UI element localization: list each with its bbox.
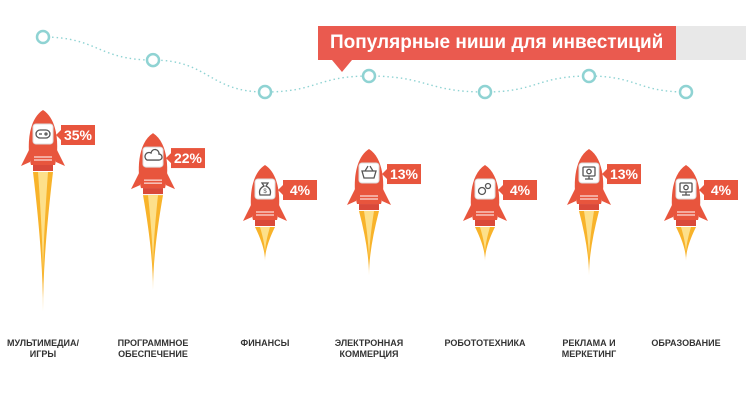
curve-marker	[361, 68, 377, 84]
rocket-fin-right	[498, 203, 507, 221]
percent-badge-pointer	[166, 153, 171, 164]
rocket-1: 35%	[21, 110, 95, 311]
rocket-fin-left	[567, 187, 576, 206]
rocket-6: 13%	[567, 149, 641, 276]
gears-icon	[477, 182, 492, 196]
category-label: ЭЛЕКТРОННАЯ КОММЕРЦИЯ	[335, 338, 403, 359]
rocket-fin-left	[347, 187, 356, 206]
rocket-stripes	[256, 211, 274, 216]
rocket-stripes	[360, 195, 378, 200]
category-label: ПРОГРАММНОЕ ОБЕСПЕЧЕНИЕ	[118, 338, 189, 359]
rocket-stripes	[34, 156, 52, 161]
curve-marker	[35, 29, 51, 45]
trend-curve	[42, 36, 687, 93]
percent-badge	[61, 125, 95, 145]
percent-badge	[387, 164, 421, 185]
curve-marker	[581, 68, 597, 84]
svg-text:$: $	[263, 189, 267, 195]
percent-label: 4%	[711, 182, 732, 198]
rocket-window	[675, 178, 697, 200]
percent-badge-pointer	[56, 130, 61, 140]
rocket-fin-right	[382, 187, 391, 206]
cloud-icon	[144, 148, 163, 161]
rocket-fin-right	[699, 203, 708, 221]
rocket-window: $	[254, 178, 276, 200]
curve-marker	[145, 52, 161, 68]
rocket-nozzle	[475, 220, 495, 226]
rocket-2: 22%	[131, 133, 205, 290]
rocket-stripes	[144, 179, 162, 184]
percent-badge	[283, 180, 317, 200]
category-label: РОБОТОТЕХНИКА	[444, 338, 526, 348]
title-accent-block	[676, 26, 746, 60]
rocket-nozzle	[676, 220, 696, 226]
percent-badge-pointer	[602, 169, 607, 180]
percent-badge	[503, 180, 537, 200]
curve-marker	[678, 84, 694, 100]
rocket-stripes	[476, 211, 494, 216]
rocket-flame-core	[364, 211, 374, 263]
rocket-window	[358, 162, 380, 184]
percent-label: 4%	[510, 182, 531, 198]
rocket-nozzle	[33, 165, 53, 171]
percent-badge-pointer	[382, 169, 387, 180]
rocket-fin-left	[463, 203, 472, 221]
percent-badge-pointer	[278, 185, 283, 195]
category-label: МУЛЬТИМЕДИА/ИГРЫ	[7, 338, 79, 359]
category-label: ОБРАЗОВАНИЕ	[651, 338, 720, 348]
percent-label: 22%	[174, 150, 203, 166]
rocket-fin-right	[56, 148, 65, 166]
percent-label: 13%	[610, 166, 639, 182]
rocket-fin-right	[602, 187, 611, 206]
rocket-fin-left	[664, 203, 673, 221]
rocket-window	[578, 162, 600, 184]
percent-label: 4%	[290, 182, 311, 198]
rocket-fin-right	[278, 203, 287, 221]
rocket-stripes	[580, 195, 598, 200]
percent-label: 13%	[390, 166, 419, 182]
chart-title: Популярные ниши для инвестиций	[318, 26, 676, 72]
rocket-stripes	[677, 211, 695, 216]
rocket-fin-left	[131, 171, 140, 190]
percent-badge	[704, 180, 738, 200]
rocket-window	[142, 146, 164, 168]
rocket-flame-core	[480, 227, 490, 254]
shopping-basket-icon	[361, 165, 377, 179]
percent-badge	[607, 164, 641, 185]
curve-marker	[257, 84, 273, 100]
rocket-5: 4%	[463, 165, 537, 261]
rocket-flame-core	[38, 172, 48, 284]
category-label: РЕКЛАМА И МЕРКЕТИНГ	[562, 338, 617, 359]
percent-badge-pointer	[699, 185, 704, 195]
rocket-flame-core	[260, 227, 270, 254]
rocket-nozzle	[579, 204, 599, 211]
percent-label: 35%	[64, 127, 93, 143]
percent-badge-pointer	[498, 185, 503, 195]
rocket-7: 4%	[664, 165, 738, 261]
monitor-icon	[679, 182, 693, 196]
rocket-window	[32, 123, 54, 145]
gamepad-icon	[35, 129, 51, 139]
money-bag-icon: $	[258, 182, 272, 196]
rocket-nozzle	[143, 188, 163, 195]
rocket-flame-core	[148, 195, 158, 271]
category-label: ФИНАНСЫ	[241, 338, 290, 348]
rocket-4: 13%	[347, 149, 421, 276]
rocket-fin-right	[166, 171, 175, 190]
rocket-nozzle	[359, 204, 379, 211]
monitor-icon	[582, 166, 596, 180]
rocket-3: $4%	[243, 165, 317, 261]
curve-marker	[477, 84, 493, 100]
rocket-fin-left	[21, 148, 30, 166]
rocket-nozzle	[255, 220, 275, 226]
percent-badge	[171, 148, 205, 169]
rocket-flame-core	[681, 227, 691, 254]
rocket-flame-core	[584, 211, 594, 263]
rocket-window	[474, 178, 496, 200]
rocket-fin-left	[243, 203, 252, 221]
